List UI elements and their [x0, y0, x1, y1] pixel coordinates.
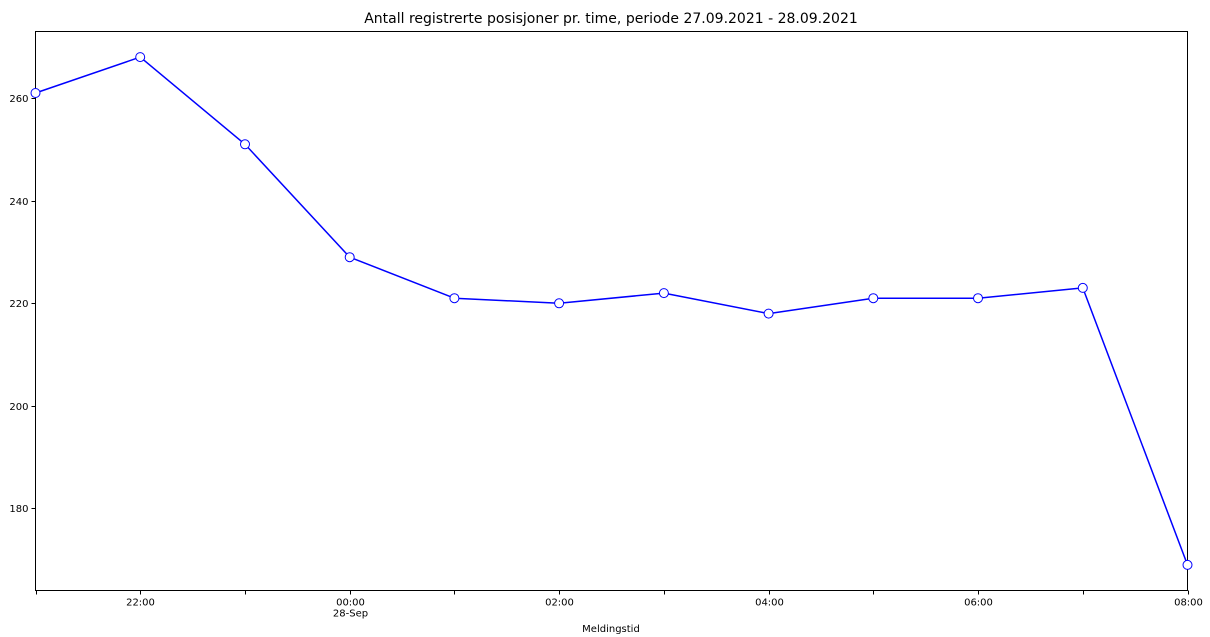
x-tick-label: 04:00 — [755, 598, 784, 609]
plot-frame — [35, 31, 1188, 591]
data-point — [763, 308, 774, 319]
series-line — [35, 56, 1189, 566]
chart-title: Antall registrerte posisjoner pr. time, … — [364, 11, 858, 27]
x-axis-label: Meldingstid — [582, 624, 640, 635]
x-tick-label: 06:00 — [964, 598, 993, 609]
x-tick-label: 08:00 — [1174, 598, 1203, 609]
data-point — [240, 139, 250, 150]
x-tick-label: 02:00 — [545, 598, 574, 609]
y-tick-label: 240 — [9, 197, 28, 208]
data-point — [658, 288, 669, 299]
y-tick-label: 220 — [9, 299, 28, 310]
x-tick-label: 00:00 — [336, 598, 365, 609]
data-point — [449, 293, 460, 304]
data-point — [868, 293, 879, 304]
x-tick-sublabel: 28-Sep — [333, 609, 368, 620]
y-axis: 180 200 220 240 260 — [9, 94, 36, 515]
y-tick-label: 260 — [9, 94, 28, 105]
data-point — [1077, 282, 1088, 293]
series-group — [30, 52, 1193, 570]
data-point — [973, 293, 983, 304]
x-tick-label: 22:00 — [126, 598, 155, 609]
data-point — [554, 298, 565, 309]
data-point — [1182, 559, 1193, 570]
y-tick-label: 180 — [9, 504, 28, 515]
y-tick-label: 200 — [9, 402, 28, 413]
data-point — [135, 52, 146, 63]
data-point — [30, 88, 41, 98]
data-point — [344, 252, 355, 263]
